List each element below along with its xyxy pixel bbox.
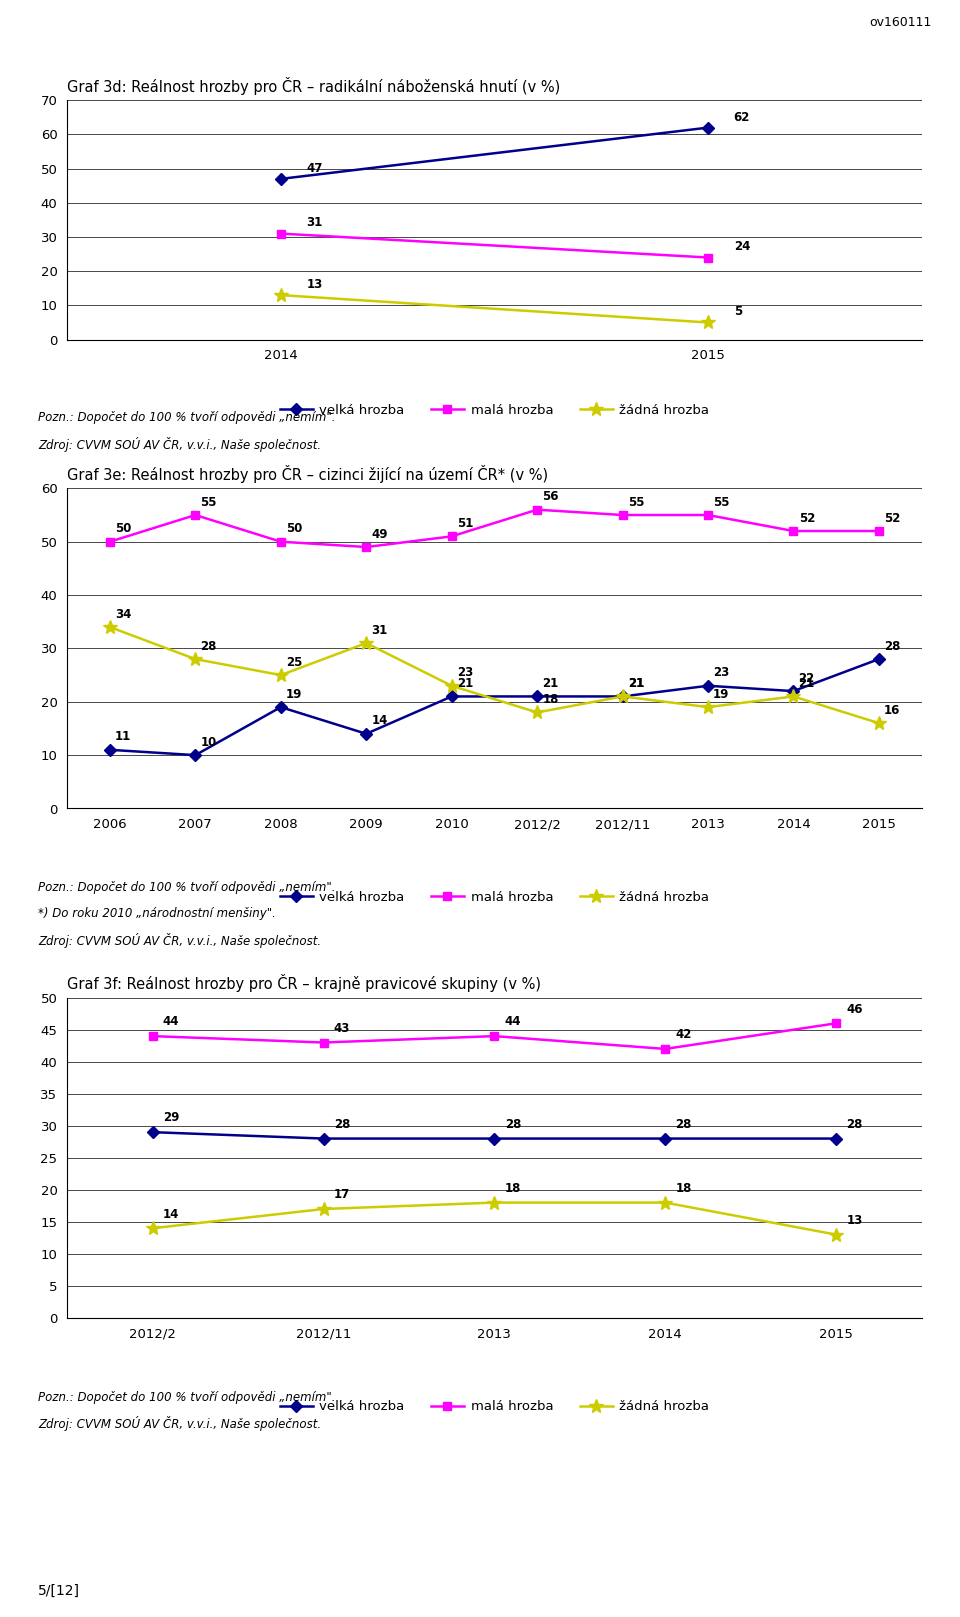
Text: 28: 28 bbox=[847, 1117, 863, 1130]
Text: 21: 21 bbox=[457, 678, 473, 690]
Text: 19: 19 bbox=[713, 687, 730, 700]
Text: 13: 13 bbox=[306, 278, 323, 291]
Text: 22: 22 bbox=[799, 671, 815, 684]
Text: 62: 62 bbox=[733, 110, 750, 123]
Text: 16: 16 bbox=[884, 703, 900, 716]
Text: 28: 28 bbox=[334, 1117, 350, 1130]
Text: 18: 18 bbox=[542, 694, 559, 707]
Legend: velká hrozba, malá hrozba, žádná hrozba: velká hrozba, malá hrozba, žádná hrozba bbox=[275, 1395, 714, 1418]
Text: 14: 14 bbox=[372, 715, 388, 728]
Text: 55: 55 bbox=[713, 496, 730, 509]
Text: 44: 44 bbox=[505, 1015, 521, 1028]
Text: Graf 3e: Reálnost hrozby pro ČR – cizinci žijící na území ČR* (v %): Graf 3e: Reálnost hrozby pro ČR – cizinc… bbox=[67, 466, 548, 483]
Text: 55: 55 bbox=[201, 496, 217, 509]
Text: 19: 19 bbox=[286, 687, 302, 700]
Text: 18: 18 bbox=[505, 1182, 521, 1195]
Legend: velká hrozba, malá hrozba, žádná hrozba: velká hrozba, malá hrozba, žádná hrozba bbox=[275, 399, 714, 422]
Text: 5: 5 bbox=[733, 306, 742, 319]
Text: 46: 46 bbox=[847, 1003, 863, 1015]
Text: 17: 17 bbox=[334, 1188, 350, 1201]
Text: 13: 13 bbox=[847, 1214, 863, 1227]
Text: Graf 3d: Reálnost hrozby pro ČR – radikální náboženská hnutí (v %): Graf 3d: Reálnost hrozby pro ČR – radiká… bbox=[67, 78, 561, 95]
Legend: velká hrozba, malá hrozba, žádná hrozba: velká hrozba, malá hrozba, žádná hrozba bbox=[275, 886, 714, 909]
Text: 34: 34 bbox=[115, 608, 132, 621]
Text: 50: 50 bbox=[115, 522, 132, 535]
Text: 24: 24 bbox=[733, 241, 750, 254]
Text: 11: 11 bbox=[115, 731, 132, 744]
Text: 51: 51 bbox=[457, 517, 473, 530]
Text: 28: 28 bbox=[201, 640, 217, 653]
Text: Pozn.: Dopočet do 100 % tvoří odpovědi „nemím".: Pozn.: Dopočet do 100 % tvoří odpovědi „… bbox=[38, 1391, 336, 1404]
Text: *) Do roku 2010 „národnostní menšiny".: *) Do roku 2010 „národnostní menšiny". bbox=[38, 907, 276, 920]
Text: 21: 21 bbox=[628, 678, 644, 690]
Text: ov160111: ov160111 bbox=[869, 16, 931, 29]
Text: 44: 44 bbox=[163, 1015, 180, 1028]
Text: Pozn.: Dopočet do 100 % tvoří odpovědi „nemím".: Pozn.: Dopočet do 100 % tvoří odpovědi „… bbox=[38, 411, 336, 424]
Text: 28: 28 bbox=[505, 1117, 521, 1130]
Text: 14: 14 bbox=[163, 1208, 180, 1221]
Text: 21: 21 bbox=[542, 678, 559, 690]
Text: 23: 23 bbox=[713, 666, 730, 679]
Text: Graf 3f: Reálnost hrozby pro ČR – krajně pravicové skupiny (v %): Graf 3f: Reálnost hrozby pro ČR – krajně… bbox=[67, 975, 541, 993]
Text: Zdroj: CVVM SOÚ AV ČR, v.v.i., Naše společnost.: Zdroj: CVVM SOÚ AV ČR, v.v.i., Naše spol… bbox=[38, 933, 322, 948]
Text: Zdroj: CVVM SOÚ AV ČR, v.v.i., Naše společnost.: Zdroj: CVVM SOÚ AV ČR, v.v.i., Naše spol… bbox=[38, 437, 322, 451]
Text: 56: 56 bbox=[542, 490, 559, 503]
Text: 28: 28 bbox=[884, 640, 900, 653]
Text: 18: 18 bbox=[676, 1182, 692, 1195]
Text: 31: 31 bbox=[306, 217, 323, 230]
Text: Pozn.: Dopočet do 100 % tvoří odpovědi „nemím".: Pozn.: Dopočet do 100 % tvoří odpovědi „… bbox=[38, 881, 336, 894]
Text: 55: 55 bbox=[628, 496, 644, 509]
Text: 43: 43 bbox=[334, 1022, 350, 1035]
Text: 21: 21 bbox=[799, 678, 815, 690]
Text: 23: 23 bbox=[457, 666, 473, 679]
Text: 5/[12]: 5/[12] bbox=[38, 1583, 81, 1598]
Text: 25: 25 bbox=[286, 657, 302, 669]
Text: 21: 21 bbox=[628, 678, 644, 690]
Text: 10: 10 bbox=[201, 736, 217, 749]
Text: Zdroj: CVVM SOÚ AV ČR, v.v.i., Naše společnost.: Zdroj: CVVM SOÚ AV ČR, v.v.i., Naše spol… bbox=[38, 1416, 322, 1431]
Text: 31: 31 bbox=[372, 624, 388, 637]
Text: 42: 42 bbox=[676, 1028, 692, 1041]
Text: 28: 28 bbox=[676, 1117, 692, 1130]
Text: 52: 52 bbox=[884, 511, 900, 524]
Text: 47: 47 bbox=[306, 162, 323, 175]
Text: 29: 29 bbox=[163, 1111, 180, 1124]
Text: 50: 50 bbox=[286, 522, 302, 535]
Text: 52: 52 bbox=[799, 511, 815, 524]
Text: 49: 49 bbox=[372, 527, 388, 540]
